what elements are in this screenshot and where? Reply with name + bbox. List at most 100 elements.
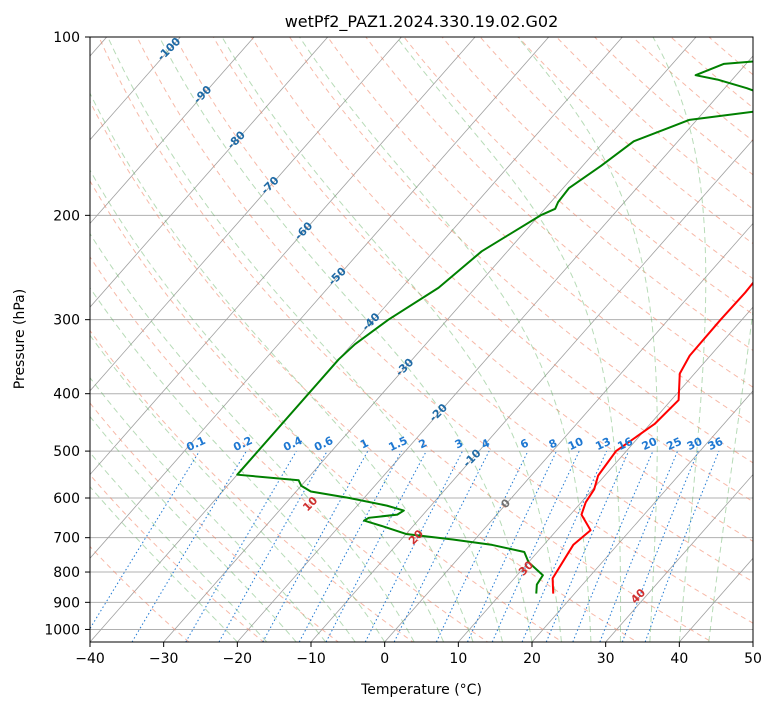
dry-adiabat-line <box>288 37 753 464</box>
moist-adiabat-line <box>396 37 622 642</box>
dry-adiabat-label: 10 <box>300 494 320 514</box>
y-tick-label: 100 <box>53 30 80 46</box>
mixing-ratio-label: 13 <box>593 435 612 453</box>
background-lines <box>0 10 753 654</box>
moist-adiabat-line <box>90 415 297 642</box>
dry-adiabat-line <box>250 37 753 503</box>
isotherm-line <box>236 55 753 642</box>
x-tick-label: 0 <box>380 651 389 667</box>
sounding-lines <box>236 60 753 594</box>
dry-adiabat-line <box>98 37 713 642</box>
dry-adiabat-line <box>90 402 340 642</box>
moist-adiabat-line <box>90 287 386 642</box>
isotherm-label: -100 <box>155 35 184 64</box>
dry-adiabat-line <box>708 37 753 76</box>
moist-adiabat-line <box>90 485 238 642</box>
moist-adiabat-line <box>107 37 504 642</box>
mixing-ratio-line <box>185 450 297 642</box>
moist-adiabat-line <box>221 37 562 642</box>
x-axis-title: Temperature (°C) <box>360 682 482 698</box>
isotherm-line <box>90 37 181 141</box>
dry-adiabat-line <box>593 37 753 176</box>
isotherm-line <box>531 390 753 642</box>
isotherm-line <box>384 222 753 642</box>
mixing-ratio-line <box>90 450 200 630</box>
axis-ticks: −40 −30 −20 −10 0 10 20 30 40 50 100 200 300 400 500 60… <box>44 30 762 667</box>
mixing-ratio-line <box>298 450 402 642</box>
mixing-ratio-line <box>572 450 654 642</box>
mixing-ratio-line <box>218 450 328 642</box>
moist-adiabat-line <box>90 232 415 642</box>
y-tick-label: 800 <box>53 565 80 581</box>
isotherm-line <box>90 37 402 392</box>
x-tick-label: 10 <box>449 651 467 667</box>
mixing-ratio-label: 20 <box>640 435 660 453</box>
mixing-ratio-label: 16 <box>616 435 636 453</box>
mixing-ratio-line <box>491 450 580 642</box>
isotherm-line <box>752 641 753 642</box>
dry-adiabat-line <box>441 37 753 315</box>
x-tick-label: −40 <box>75 651 105 667</box>
dry-adiabat-line <box>403 37 753 352</box>
dewpoint-profile-line <box>236 60 753 594</box>
mixing-ratio-label: 36 <box>706 435 726 453</box>
isotherm-line <box>90 37 623 642</box>
moist-adiabat-line <box>90 451 268 642</box>
mixing-ratio-label: 1 <box>358 436 370 451</box>
y-tick-label: 1000 <box>44 622 80 638</box>
mixing-ratio-label: 30 <box>685 435 705 453</box>
dry-adiabat-line <box>479 37 753 280</box>
x-tick-label: 50 <box>744 651 762 667</box>
mixing-ratio-line <box>325 450 427 642</box>
moist-adiabat-line <box>90 376 327 642</box>
line-labels: 0.1 0.2 0.4 0.6 1 1.5 2 3 4 6 8 10 13 16 20 25 30 36-100-… <box>155 35 726 607</box>
mixing-ratio-line <box>262 450 369 642</box>
y-tick-label: 600 <box>53 491 80 507</box>
x-tick-label: 40 <box>670 651 688 667</box>
mixing-ratio-label: 10 <box>566 435 586 453</box>
moist-adiabat-line <box>652 37 707 642</box>
temperature-profile-line <box>551 281 753 594</box>
mixing-ratio-label: 6 <box>518 436 531 451</box>
moist-adiabat-line <box>517 37 658 642</box>
isotherm-line <box>90 37 329 308</box>
dry-adiabat-line <box>136 37 753 624</box>
dry-adiabat-line <box>174 37 753 583</box>
moist-adiabat-line <box>90 92 474 642</box>
mixing-ratio-label: 25 <box>664 435 683 453</box>
isotherm-line <box>678 557 753 642</box>
dry-adiabat-line <box>90 180 564 642</box>
plot-frame <box>89 36 754 643</box>
isotherm-line <box>90 37 255 225</box>
mixing-ratio-label: 8 <box>547 436 559 451</box>
dry-adiabat-line <box>90 329 414 642</box>
isotherm-line <box>605 473 753 642</box>
moist-adiabat-line <box>708 306 753 642</box>
mixing-ratio-label: 2 <box>417 436 429 451</box>
isotherm-line <box>163 37 697 642</box>
dry-adiabat-line <box>90 545 190 642</box>
y-tick-label: 200 <box>53 208 80 224</box>
isotherm-line <box>457 306 753 642</box>
dry-adiabat-line <box>90 256 489 642</box>
moist-adiabat-line <box>299 37 592 642</box>
y-tick-label: 900 <box>53 595 80 611</box>
y-axis-title: Pressure (hPa) <box>12 289 28 389</box>
mixing-ratio-line <box>393 450 490 642</box>
isotherm-line <box>90 37 550 559</box>
mixing-ratio-line <box>364 450 463 642</box>
x-tick-label: 20 <box>523 651 541 667</box>
mixing-ratio-line <box>599 450 679 642</box>
mixing-ratio-line <box>521 450 608 642</box>
dry-adiabat-line <box>90 100 639 642</box>
isotherm-line <box>0 10 57 654</box>
moist-adiabat-line <box>90 169 445 642</box>
y-tick-label: 400 <box>53 387 80 403</box>
dry-adiabat-line <box>90 474 265 642</box>
y-tick-label: 300 <box>53 313 80 329</box>
y-tick-label: 700 <box>53 531 80 547</box>
chart-title: wetPf2_PAZ1.2024.330.19.02.G02 <box>285 12 559 32</box>
mixing-ratio-line <box>644 450 720 642</box>
